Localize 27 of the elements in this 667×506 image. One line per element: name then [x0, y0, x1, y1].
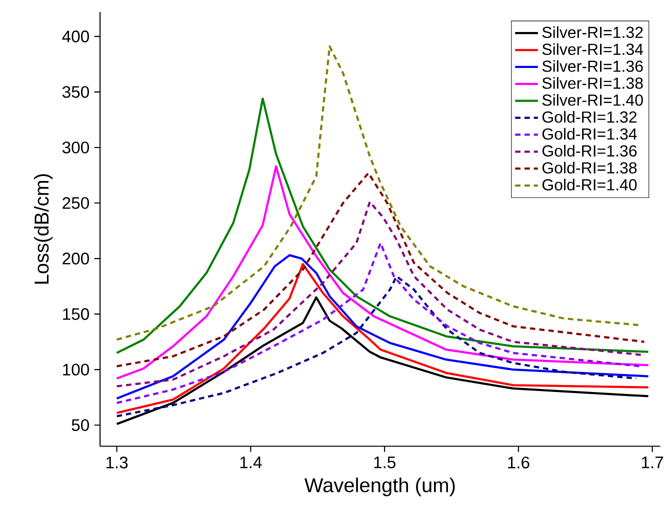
legend-label: Gold-RI=1.32 [542, 110, 636, 123]
x-tick-label: 1.6 [508, 456, 530, 468]
y-tick-label: 100 [63, 364, 89, 376]
legend-label: Silver-RI=1.40 [542, 94, 643, 106]
line-series [116, 45, 642, 341]
y-tick-label: 400 [62, 30, 89, 42]
legend-label: Silver-RI=1.38 [542, 76, 643, 89]
legend-label: Gold-RI=1.36 [542, 144, 637, 156]
legend-label: Silver-RI=1.36 [542, 60, 643, 72]
y-tick-label: 50 [72, 419, 89, 431]
x-tick-label: 1.7 [642, 456, 664, 468]
y-tick-label: 250 [62, 196, 89, 209]
y-tick-label: 150 [63, 308, 89, 320]
y-tick-label: 200 [62, 252, 89, 264]
y-tick-label: 300 [62, 141, 89, 154]
y-axis-title: Loss(dB/cm) [34, 174, 53, 284]
y-tick-label: 350 [62, 86, 89, 98]
legend-label: Gold-RI=1.40 [542, 178, 637, 190]
legend-label: Gold-RI=1.34 [542, 128, 637, 140]
line-series [116, 296, 650, 425]
legend-label: Silver-RI=1.32 [542, 26, 643, 38]
x-tick-label: 1.5 [374, 456, 396, 468]
legend-label: Silver-RI=1.34 [542, 43, 644, 55]
x-tick-label: 1.3 [106, 456, 128, 468]
legend-label: Gold-RI=1.38 [542, 162, 637, 174]
x-axis-title: Wavelength (um) [304, 477, 455, 496]
x-tick-label: 1.4 [240, 456, 262, 468]
